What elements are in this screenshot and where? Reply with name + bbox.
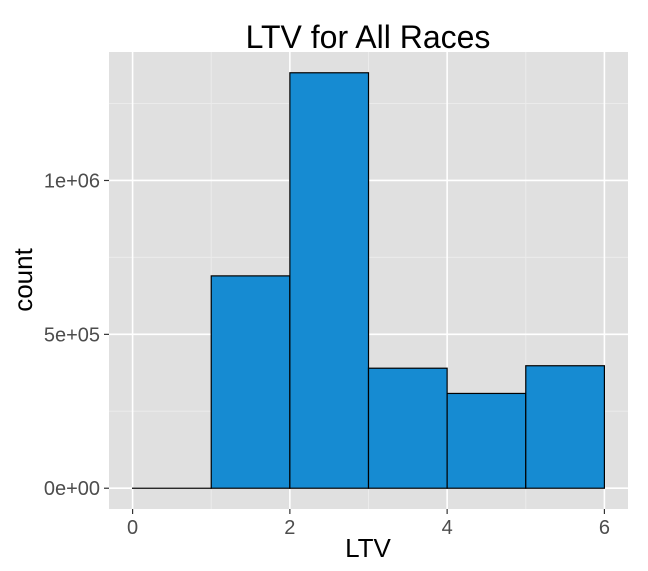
histogram-bar-1 — [210, 275, 291, 489]
x-axis-ticks: 0 2 4 6 — [127, 509, 610, 539]
x-tick-label: 2 — [284, 517, 295, 539]
bars — [131, 72, 606, 489]
x-tick-label: 0 — [127, 517, 138, 539]
y-tick-label: 0e+00 — [44, 478, 100, 500]
y-axis-ticks: 0e+00 5e+05 1e+06 — [44, 170, 109, 500]
histogram-bar-3 — [367, 367, 448, 489]
histogram-bar-5 — [525, 365, 606, 489]
y-tick-label: 5e+05 — [44, 324, 100, 346]
x-tick-label: 6 — [599, 517, 610, 539]
x-axis-title: LTV — [345, 533, 391, 563]
y-axis-title: count — [8, 247, 38, 311]
chart-title: LTV for All Races — [246, 19, 491, 55]
y-tick-label: 1e+06 — [44, 170, 100, 192]
histogram-bar-2 — [289, 72, 370, 489]
x-tick-label: 4 — [442, 517, 453, 539]
histogram-bar-4 — [446, 392, 527, 489]
